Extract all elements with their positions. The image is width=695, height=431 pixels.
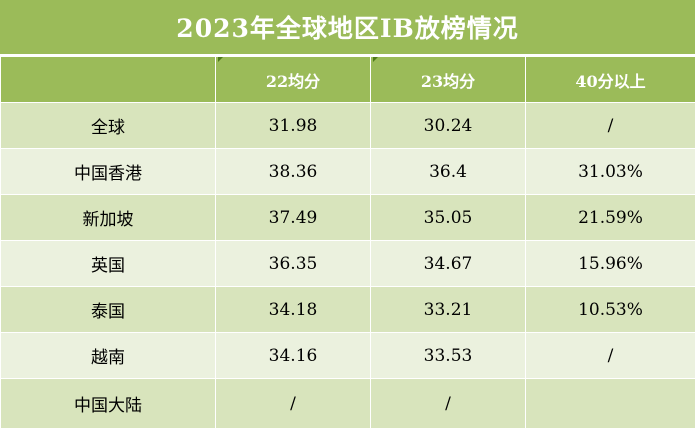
- header-avg-22-label: 22均分: [265, 71, 321, 91]
- table-row: 泰国 34.18 33.21 10.53%: [0, 286, 695, 333]
- table-row: 中国大陆 / /: [0, 378, 695, 429]
- table-row: 英国 36.35 34.67 15.96%: [0, 240, 695, 287]
- cell-above-40: /: [525, 332, 695, 379]
- cell-above-40: 15.96%: [525, 240, 695, 287]
- cell-above-40: 31.03%: [525, 148, 695, 195]
- table-row: 新加坡 37.49 35.05 21.59%: [0, 194, 695, 241]
- header-avg-23-label: 23均分: [420, 71, 476, 91]
- cell-avg-22: 34.18: [215, 286, 371, 333]
- cell-avg-22: 31.98: [215, 102, 371, 149]
- header-avg-22: 22均分: [215, 56, 371, 103]
- cell-avg-23: 35.05: [370, 194, 526, 241]
- cell-region: 全球: [0, 102, 216, 149]
- table-row: 中国香港 38.36 36.4 31.03%: [0, 148, 695, 195]
- cell-region: 新加坡: [0, 194, 216, 241]
- results-grid: 22均分 23均分 40分以上 全球 31.98 30.24 / 中国香港 38…: [0, 56, 695, 429]
- cell-above-40: 21.59%: [525, 194, 695, 241]
- cell-region: 泰国: [0, 286, 216, 333]
- cell-avg-22: 38.36: [215, 148, 371, 195]
- cell-region: 中国大陆: [0, 378, 216, 429]
- cell-avg-23: /: [370, 378, 526, 429]
- cell-avg-23: 33.21: [370, 286, 526, 333]
- cell-avg-22: 37.49: [215, 194, 371, 241]
- cell-avg-23: 33.53: [370, 332, 526, 379]
- cell-avg-23: 36.4: [370, 148, 526, 195]
- cell-above-40: /: [525, 102, 695, 149]
- cell-marker-icon: [373, 57, 378, 62]
- table-title: 2023年全球地区IB放榜情况: [0, 0, 695, 56]
- cell-region: 越南: [0, 332, 216, 379]
- cell-avg-22: 34.16: [215, 332, 371, 379]
- header-above-40: 40分以上: [525, 56, 695, 103]
- header-avg-23: 23均分: [370, 56, 526, 103]
- table-row: 全球 31.98 30.24 /: [0, 102, 695, 149]
- cell-avg-22: 36.35: [215, 240, 371, 287]
- cell-avg-23: 30.24: [370, 102, 526, 149]
- cell-region: 英国: [0, 240, 216, 287]
- cell-marker-icon: [218, 57, 223, 62]
- header-region: [0, 56, 216, 103]
- cell-above-40: 10.53%: [525, 286, 695, 333]
- cell-above-40: [525, 378, 695, 429]
- table-row: 越南 34.16 33.53 /: [0, 332, 695, 379]
- cell-region: 中国香港: [0, 148, 216, 195]
- cell-avg-23: 34.67: [370, 240, 526, 287]
- cell-avg-22: /: [215, 378, 371, 429]
- header-row: 22均分 23均分 40分以上: [0, 56, 695, 103]
